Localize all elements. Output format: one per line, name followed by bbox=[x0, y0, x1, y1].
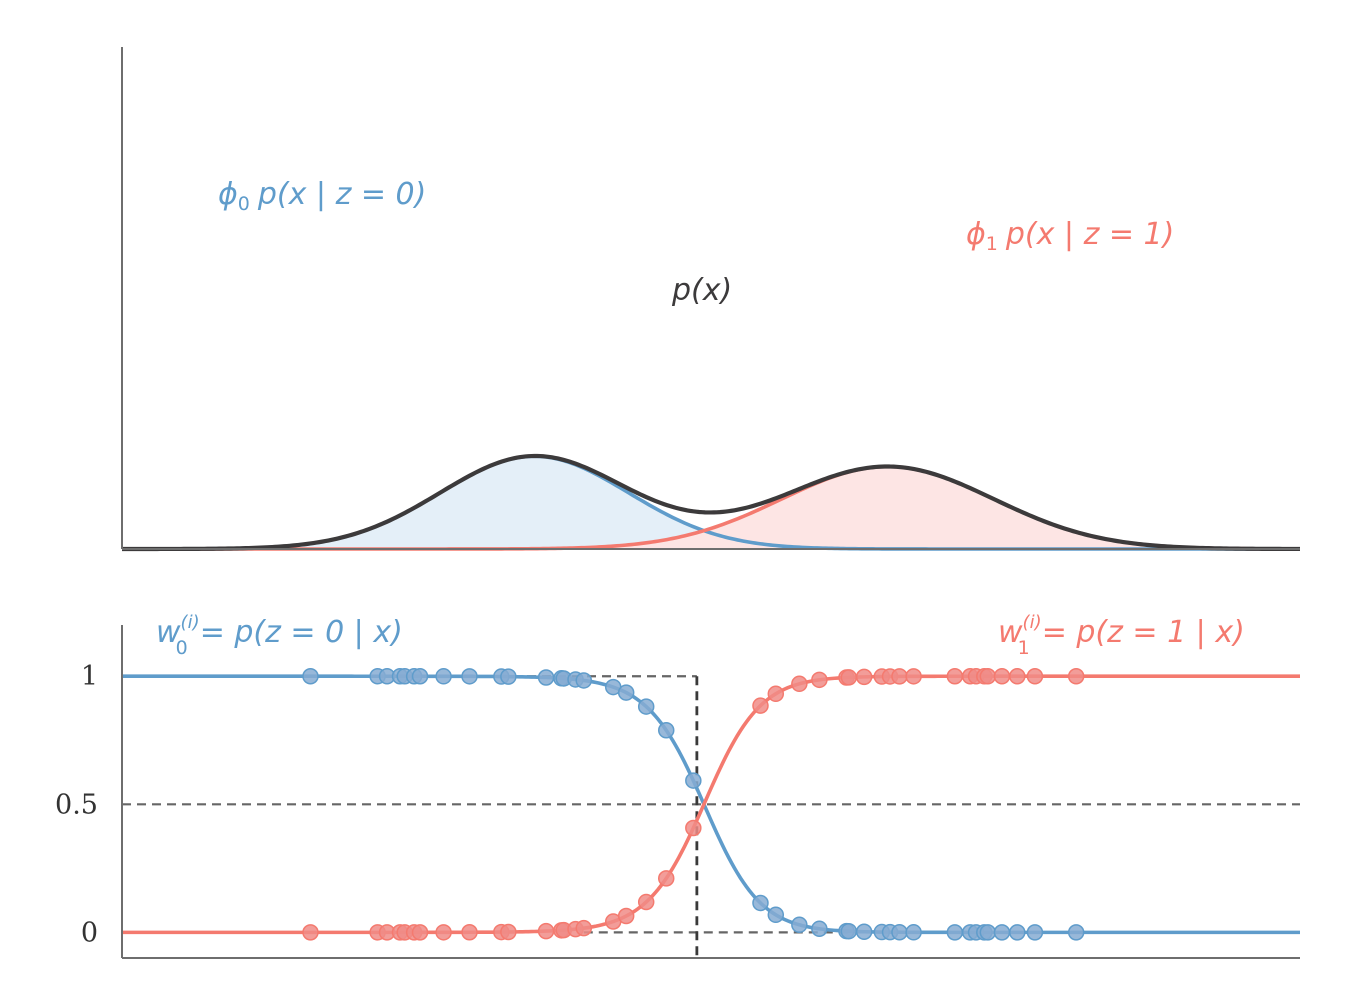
y-tick-label: 0 bbox=[81, 917, 98, 948]
w1-point bbox=[537, 922, 555, 940]
w1-superscript: (i) bbox=[1023, 612, 1042, 633]
w1-point bbox=[811, 671, 828, 689]
w0-point bbox=[637, 698, 655, 715]
w0-point bbox=[1026, 924, 1044, 941]
phi1-subscript: 1 bbox=[986, 233, 998, 255]
w0-point bbox=[1067, 924, 1085, 941]
phi1-expression: p(x | z = 1) bbox=[1005, 217, 1174, 252]
w1-point bbox=[946, 668, 964, 685]
phi1-label: ϕ1 p(x | z = 1) bbox=[966, 217, 1174, 255]
w0-point bbox=[993, 924, 1011, 941]
w1-point bbox=[657, 870, 675, 887]
w1-point bbox=[461, 924, 478, 941]
component-0-fill bbox=[122, 456, 1300, 549]
phi0-expression: p(x | z = 0) bbox=[257, 177, 426, 212]
w0-point bbox=[500, 668, 517, 685]
w0-label: w(i) 0 = p(z = 0 | x) bbox=[156, 612, 403, 659]
w0-expression: = p(z = 0 | x) bbox=[200, 615, 403, 650]
w1-expression: = p(z = 1 | x) bbox=[1042, 615, 1245, 650]
w1-point bbox=[1067, 667, 1085, 685]
w1-symbol: w bbox=[998, 615, 1023, 650]
w0-point bbox=[840, 922, 858, 940]
density-panel: ϕ0 p(x | z = 0) ϕ1 p(x | z = 1) p(x) bbox=[121, 47, 1301, 552]
w0-superscript: (i) bbox=[181, 612, 200, 633]
w0-point bbox=[1009, 924, 1026, 941]
w1-label: w(i) 1 = p(z = 1 | x) bbox=[998, 612, 1245, 659]
component-1-fill bbox=[122, 466, 1300, 549]
w1-point bbox=[767, 685, 785, 703]
w1-point bbox=[411, 924, 429, 941]
w0-point bbox=[905, 924, 922, 941]
w0-subscript: 0 bbox=[176, 637, 188, 659]
w1-point bbox=[500, 923, 517, 941]
phi0-symbol: ϕ bbox=[218, 177, 238, 212]
w0-point bbox=[302, 667, 319, 685]
w1-point bbox=[302, 924, 319, 941]
w1-point bbox=[685, 819, 702, 837]
w0-point bbox=[979, 924, 997, 941]
responsibility-panel: 00.51 w(i) 0 = p(z = 0 | x) w(i) 1 = p(z = 1… bbox=[55, 612, 1300, 959]
w0-point bbox=[811, 920, 828, 938]
w1-point bbox=[617, 907, 635, 925]
w0-point bbox=[946, 924, 964, 941]
y-tick-labels: 00.51 bbox=[55, 661, 98, 948]
w0-point bbox=[575, 672, 593, 689]
w1-point bbox=[637, 893, 655, 911]
w1-point bbox=[1026, 667, 1044, 685]
w1-point bbox=[979, 667, 997, 685]
w1-point bbox=[435, 924, 452, 941]
mixture-density-curve bbox=[122, 453, 1301, 552]
phi0-subscript: 0 bbox=[238, 193, 250, 215]
w0-point bbox=[767, 906, 785, 924]
w0-point bbox=[891, 923, 908, 941]
w1-point bbox=[1009, 667, 1026, 685]
w0-point bbox=[435, 668, 452, 685]
w0-point bbox=[855, 923, 873, 940]
w1-point bbox=[905, 668, 922, 685]
w0-point bbox=[617, 684, 635, 701]
y-tick-label: 1 bbox=[81, 661, 98, 692]
w0-point bbox=[791, 916, 808, 934]
reference-lines bbox=[122, 675, 1300, 934]
w0-point bbox=[657, 722, 675, 739]
w0-point bbox=[461, 668, 478, 685]
w1-point bbox=[840, 669, 858, 686]
w1-point bbox=[791, 675, 808, 693]
phi1-symbol: ϕ bbox=[966, 217, 986, 252]
w0-symbol: w bbox=[156, 615, 181, 650]
w0-point bbox=[411, 668, 429, 685]
px-label: p(x) bbox=[671, 273, 732, 308]
w0-point bbox=[752, 894, 769, 912]
w1-point bbox=[993, 667, 1011, 685]
w0-point bbox=[537, 669, 555, 686]
w1-subscript: 1 bbox=[1018, 637, 1030, 659]
w1-point bbox=[575, 919, 593, 937]
phi0-label: ϕ0 p(x | z = 0) bbox=[218, 177, 426, 215]
w1-point bbox=[891, 668, 908, 685]
data-points bbox=[302, 667, 1085, 941]
w1-point bbox=[855, 668, 873, 686]
w0-point bbox=[685, 772, 702, 789]
y-tick-label: 0.5 bbox=[55, 789, 98, 820]
w1-point bbox=[752, 697, 769, 714]
